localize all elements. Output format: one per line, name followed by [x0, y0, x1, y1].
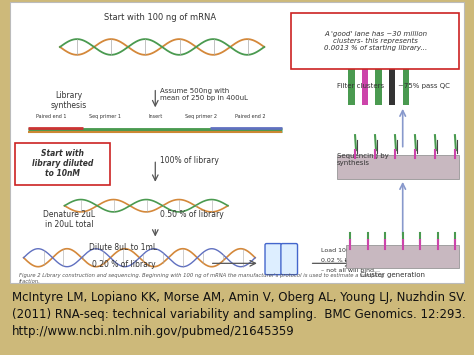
Text: Paired end 2: Paired end 2 [236, 114, 266, 119]
Bar [375, 39, 382, 105]
Bar [15, 142, 110, 185]
Bar [346, 245, 459, 268]
Text: Dilute 8uL to 1mL: Dilute 8uL to 1mL [90, 244, 157, 252]
Text: McIntyre LM, Lopiano KK, Morse AM, Amin V, Oberg AL, Young LJ, Nuzhdin SV.: McIntyre LM, Lopiano KK, Morse AM, Amin … [12, 291, 466, 304]
Text: Load 100uL per FC lane: Load 100uL per FC lane [321, 248, 395, 253]
Text: Library
synthesis: Library synthesis [51, 91, 87, 110]
Text: Seq primer 1: Seq primer 1 [89, 114, 121, 119]
Text: Insert: Insert [148, 114, 163, 119]
Bar [389, 64, 395, 105]
Text: 0.50 % of library: 0.50 % of library [160, 210, 224, 219]
Text: 0.20 % of library: 0.20 % of library [91, 260, 155, 269]
Bar [348, 47, 355, 105]
Text: A 'good' lane has ~30 million
clusters- this represents
0.0013 % of starting lib: A 'good' lane has ~30 million clusters- … [324, 31, 427, 51]
Text: Cluster generation: Cluster generation [360, 272, 425, 278]
Text: 100% of library: 100% of library [160, 156, 219, 165]
Text: – not all will bind...: – not all will bind... [321, 268, 380, 273]
Text: ~75% pass QC: ~75% pass QC [398, 83, 450, 89]
Text: Start with 100 ng of mRNA: Start with 100 ng of mRNA [104, 13, 216, 22]
Bar [362, 58, 368, 105]
Text: Sequencing by
synthesis: Sequencing by synthesis [337, 153, 389, 166]
Bar [403, 53, 409, 105]
Text: Assume 500ng with
mean of 250 bp in 400uL: Assume 500ng with mean of 250 bp in 400u… [160, 88, 248, 101]
Text: Seq primer 2: Seq primer 2 [185, 114, 217, 119]
Bar [10, 2, 464, 283]
Text: Filter clusters: Filter clusters [337, 83, 384, 89]
FancyBboxPatch shape [265, 244, 282, 275]
Text: Figure 2 Library construction and sequencing. Beginning with 100 ng of mRNA the : Figure 2 Library construction and sequen… [19, 273, 384, 284]
Text: 0.02 % loaded onto lane: 0.02 % loaded onto lane [321, 258, 398, 263]
Bar [337, 155, 459, 179]
Bar [292, 13, 459, 70]
Text: Denature 2uL
in 20uL total: Denature 2uL in 20uL total [43, 210, 95, 229]
FancyBboxPatch shape [281, 244, 298, 275]
Text: http://www.ncbi.nlm.nih.gov/pubmed/21645359: http://www.ncbi.nlm.nih.gov/pubmed/21645… [12, 325, 295, 338]
Text: (2011) RNA-seq: technical variability and sampling.  BMC Genomics. 12:293.: (2011) RNA-seq: technical variability an… [12, 308, 465, 321]
Text: Paired end 1: Paired end 1 [36, 114, 66, 119]
Text: Start with
library diluted
to 10nM: Start with library diluted to 10nM [32, 149, 93, 179]
